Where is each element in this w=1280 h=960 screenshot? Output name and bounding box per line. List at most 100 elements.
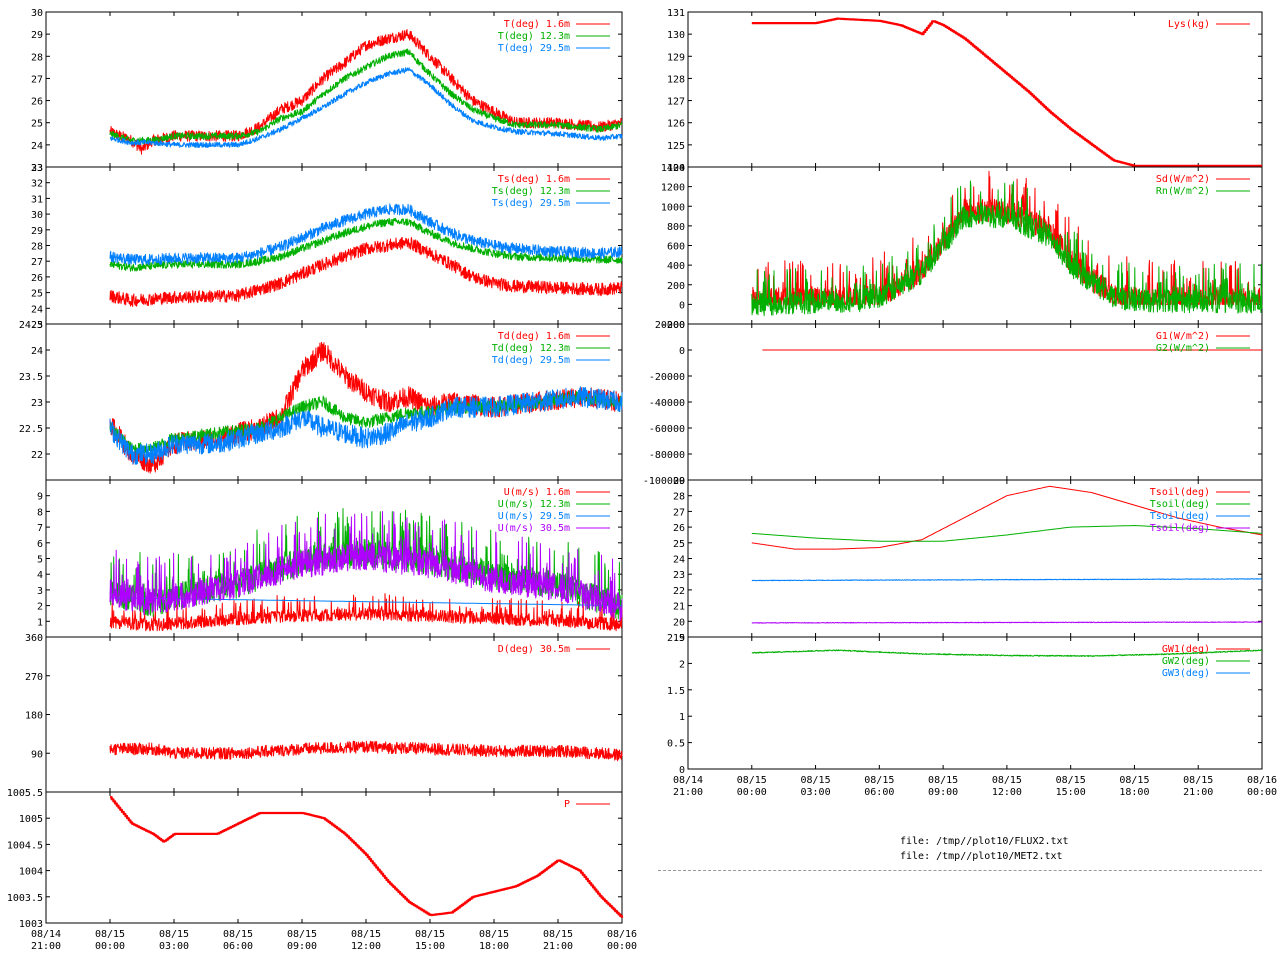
y-tick-label-Ts: 27 — [31, 257, 43, 268]
y-tick-label-G: 0 — [679, 346, 685, 357]
y-tick-label-U: 8 — [37, 507, 43, 518]
x-tick-date-right: 08/14 — [673, 775, 703, 786]
y-tick-label-Td: 22 — [31, 450, 43, 461]
legend-label-U-3: U(m/s) 30.5m — [498, 523, 570, 534]
separator-line — [658, 870, 1262, 871]
x-tick-time-left: 12:00 — [351, 941, 381, 952]
legend-label-Tsoil-3: Tsoil(deg) — [1150, 523, 1210, 534]
y-tick-label-T: 25 — [31, 119, 43, 130]
legend-label-U-0: U(m/s) 1.6m — [504, 487, 570, 498]
y-tick-label-GW: 2.5 — [667, 633, 685, 644]
x-tick-date-left: 08/15 — [223, 929, 253, 940]
y-tick-label-Tsoil: 21 — [673, 602, 685, 613]
x-tick-time-left: 15:00 — [415, 941, 445, 952]
y-tick-label-Tsoil: 27 — [673, 507, 685, 518]
series-line-T-1 — [109, 48, 623, 145]
y-tick-label-Td: 23 — [31, 398, 43, 409]
y-tick-label-Lys: 128 — [667, 74, 685, 85]
legend-label-Ts-2: Ts(deg) 29.5m — [492, 198, 570, 209]
series-line-D-0 — [109, 740, 623, 762]
panel-frame-Lys — [687, 11, 1263, 168]
legend-label-Td-1: Td(deg) 12.3m — [492, 343, 570, 354]
legend-label-Rad-0: Sd(W/m^2) — [1156, 174, 1210, 185]
series-line-Td-2 — [109, 386, 623, 465]
x-tick-date-left: 08/15 — [95, 929, 125, 940]
y-tick-label-GW: 1 — [679, 712, 685, 723]
x-tick-time-right: 21:00 — [1183, 787, 1213, 798]
y-tick-label-Rad: 1000 — [661, 202, 685, 213]
legend-label-Ts-0: Ts(deg) 1.6m — [498, 174, 570, 185]
y-tick-label-GW: 2 — [679, 659, 685, 670]
y-tick-label-Rad: 1400 — [661, 163, 685, 174]
x-tick-time-left: 21:00 — [31, 941, 61, 952]
y-tick-label-Ts: 24 — [31, 304, 43, 315]
series-line-P-0 — [110, 796, 624, 918]
y-tick-label-G: -20000 — [649, 372, 685, 383]
y-tick-label-GW: 0 — [679, 765, 685, 776]
y-tick-label-Tsoil: 29 — [673, 476, 685, 487]
y-tick-label-Tsoil: 20 — [673, 617, 685, 628]
x-tick-date-right: 08/15 — [1183, 775, 1213, 786]
y-tick-label-Lys: 131 — [667, 8, 685, 19]
y-tick-label-Rad: 600 — [667, 242, 685, 253]
legend-label-P-0: P — [564, 799, 570, 810]
series-line-Lys-0 — [751, 17, 1262, 167]
y-tick-label-U: 4 — [37, 570, 43, 581]
x-tick-time-right: 21:00 — [673, 787, 703, 798]
y-tick-label-T: 28 — [31, 52, 43, 63]
series-line-Tsoil-1 — [751, 525, 1263, 542]
series-line-U-2 — [110, 597, 622, 607]
y-tick-label-Rad: 200 — [667, 281, 685, 292]
y-tick-label-Lys: 124 — [667, 163, 685, 174]
y-tick-label-Lys: 126 — [667, 119, 685, 130]
y-tick-label-Td: 23.5 — [19, 372, 43, 383]
x-tick-time-right: 18:00 — [1119, 787, 1149, 798]
y-tick-label-Ts: 30 — [31, 210, 43, 221]
y-tick-label-U: 9 — [37, 492, 43, 503]
x-tick-date-left: 08/15 — [415, 929, 445, 940]
x-tick-time-right: 00:00 — [737, 787, 767, 798]
legend-label-GW-0: GW1(deg) — [1162, 644, 1210, 655]
y-tick-label-U: 1 — [37, 617, 43, 628]
x-tick-time-right: 12:00 — [992, 787, 1022, 798]
panel-frame-P — [45, 791, 623, 924]
y-tick-label-Tsoil: 24 — [673, 555, 685, 566]
y-tick-label-D: 180 — [25, 711, 43, 722]
y-tick-label-Rad: 400 — [667, 261, 685, 272]
x-tick-date-left: 08/15 — [479, 929, 509, 940]
y-tick-label-GW: 0.5 — [667, 739, 685, 750]
x-tick-time-left: 00:00 — [607, 941, 637, 952]
series-line-Tsoil-2 — [751, 578, 1263, 582]
y-tick-label-U: 5 — [37, 555, 43, 566]
x-tick-time-left: 03:00 — [159, 941, 189, 952]
y-tick-label-Rad: 1200 — [661, 183, 685, 194]
y-tick-label-Rad: -200 — [661, 320, 685, 331]
y-tick-label-P: 1005.5 — [7, 788, 43, 799]
y-tick-label-P: 1005 — [19, 814, 43, 825]
x-tick-date-left: 08/15 — [287, 929, 317, 940]
series-line-Rad-1 — [751, 180, 1263, 317]
legend-label-U-2: U(m/s) 29.5m — [498, 511, 570, 522]
y-tick-label-Tsoil: 19 — [673, 633, 685, 644]
x-tick-date-left: 08/15 — [159, 929, 189, 940]
legend-label-T-2: T(deg) 29.5m — [498, 43, 570, 54]
y-tick-label-U: 3 — [37, 586, 43, 597]
y-tick-label-P: 1003 — [19, 919, 43, 930]
y-tick-label-GW: 1.5 — [667, 686, 685, 697]
panel-frame-D — [45, 636, 623, 793]
y-tick-label-Lys: 127 — [667, 97, 685, 108]
x-tick-time-right: 15:00 — [1056, 787, 1086, 798]
x-tick-time-right: 00:00 — [1247, 787, 1277, 798]
series-line-GW-1 — [751, 649, 1263, 657]
y-tick-label-T: 30 — [31, 8, 43, 19]
y-tick-label-Ts: 25 — [31, 289, 43, 300]
legend-label-GW-1: GW2(deg) — [1162, 656, 1210, 667]
x-tick-date-left: 08/16 — [607, 929, 637, 940]
x-tick-time-left: 21:00 — [543, 941, 573, 952]
y-tick-label-Tsoil: 25 — [673, 539, 685, 550]
y-tick-label-Ts: 29 — [31, 226, 43, 237]
y-tick-label-D: 90 — [31, 749, 43, 760]
y-tick-label-G: -100000 — [643, 476, 685, 487]
series-line-Ts-2 — [109, 203, 623, 266]
legend-label-Td-2: Td(deg) 29.5m — [492, 355, 570, 366]
